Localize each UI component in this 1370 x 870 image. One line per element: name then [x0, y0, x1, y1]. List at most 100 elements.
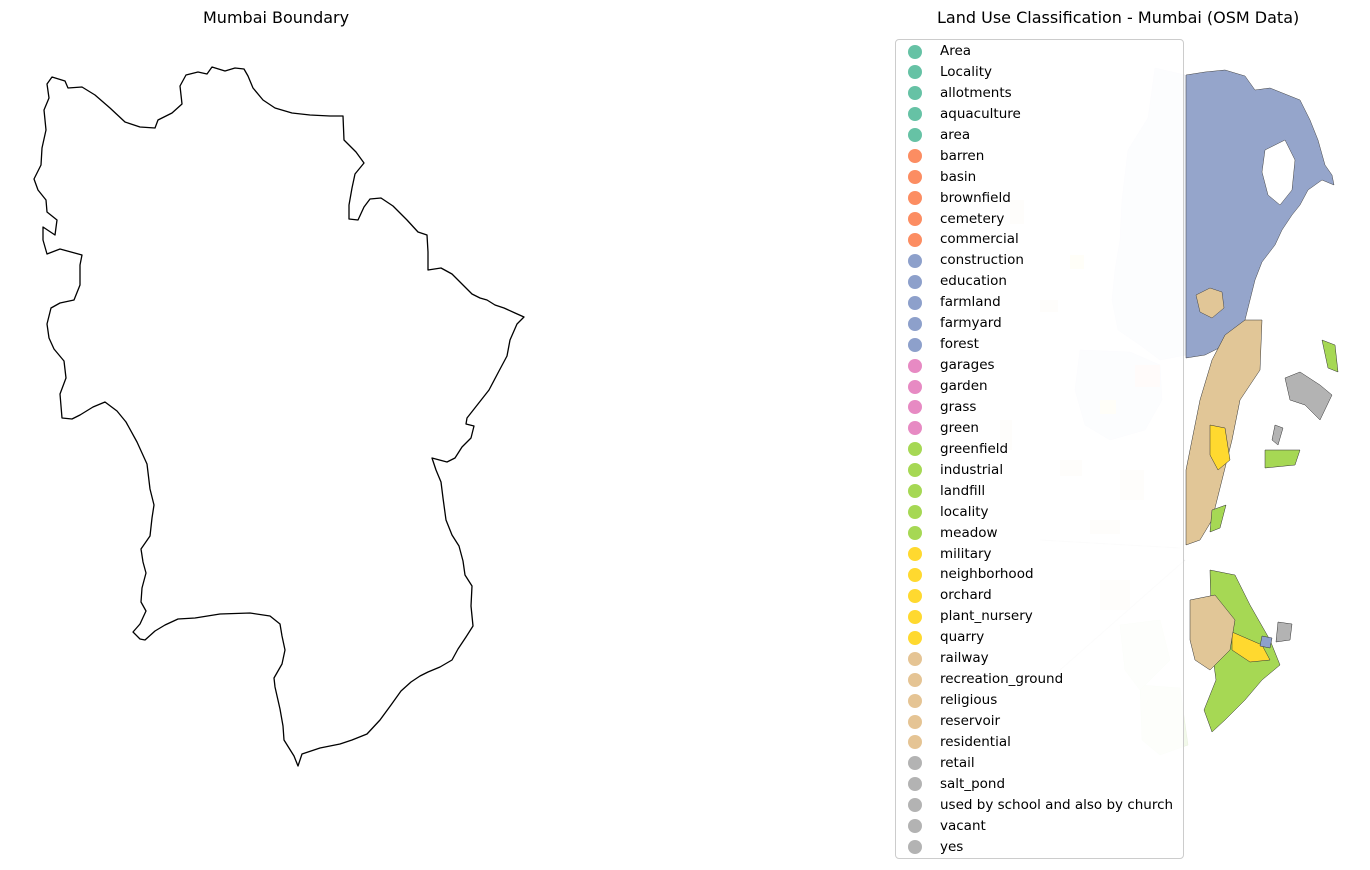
- legend-item: garages: [896, 355, 1183, 376]
- legend-item: aquaculture: [896, 104, 1183, 125]
- legend-color-marker: [908, 547, 922, 561]
- retail-gray-3: [1275, 621, 1293, 643]
- legend-item: Area: [896, 41, 1183, 62]
- dense-land-use-coast: [1185, 319, 1339, 733]
- legend-item: orchard: [896, 585, 1183, 606]
- legend-color-marker: [908, 400, 922, 415]
- legend-item: area: [896, 125, 1183, 146]
- legend-item: basin: [896, 167, 1183, 188]
- legend-item: allotments: [896, 83, 1183, 104]
- legend-item: commercial: [896, 229, 1183, 250]
- legend-label: education: [940, 273, 1007, 290]
- military-yellow-1: [1209, 424, 1231, 471]
- legend-label: farmland: [940, 294, 1001, 311]
- legend-label: basin: [940, 168, 977, 185]
- legend-color-marker: [908, 212, 922, 226]
- legend-color-marker: [908, 630, 922, 645]
- retail-gray-1: [1284, 371, 1333, 421]
- legend-item: industrial: [896, 460, 1183, 481]
- forest-blue-patch: [1259, 635, 1273, 649]
- legend-item: military: [896, 544, 1183, 565]
- legend-label: barren: [940, 147, 985, 164]
- legend-label: cemetery: [940, 210, 1005, 227]
- legend-label: religious: [940, 692, 998, 709]
- water-inner-land: [1261, 139, 1296, 206]
- legend-label: farmyard: [940, 315, 1002, 332]
- legend-item: plant_nursery: [896, 606, 1183, 627]
- legend-label: area: [940, 126, 971, 143]
- legend-item: brownfield: [896, 188, 1183, 209]
- legend-label: used by school and also by church: [940, 796, 1174, 813]
- legend-color-marker: [908, 232, 922, 247]
- legend-label: commercial: [940, 231, 1019, 248]
- legend-item: neighborhood: [896, 564, 1183, 585]
- legend-label: landfill: [940, 482, 986, 499]
- legend-label: orchard: [940, 587, 992, 604]
- legend-item: quarry: [896, 627, 1183, 648]
- legend-color-marker: [908, 484, 922, 499]
- legend-color-marker: [908, 756, 922, 771]
- legend-color-marker: [908, 274, 922, 289]
- legend-color-marker: [908, 44, 922, 59]
- legend-label: neighborhood: [940, 566, 1034, 583]
- legend-color-marker: [908, 128, 922, 143]
- legend-color-marker: [908, 463, 922, 478]
- legend-label: aquaculture: [940, 105, 1021, 122]
- legend-item: construction: [896, 250, 1183, 271]
- legend-color-marker: [908, 421, 922, 436]
- legend-color-marker: [908, 170, 922, 185]
- legend-color-marker: [908, 295, 922, 310]
- legend-color-marker: [908, 672, 922, 687]
- legend-item: locality: [896, 502, 1183, 523]
- legend-item: religious: [896, 690, 1183, 711]
- legend-color-marker: [908, 651, 922, 666]
- legend-label: recreation_ground: [940, 671, 1064, 688]
- legend-color-marker: [908, 65, 922, 80]
- legend-item: meadow: [896, 523, 1183, 544]
- legend-label: retail: [940, 754, 975, 771]
- military-yellow-2: [1231, 631, 1271, 663]
- legend-item: garden: [896, 376, 1183, 397]
- mumbai-boundary-outline: [33, 66, 525, 767]
- legend-color-marker: [908, 107, 922, 122]
- legend-label: greenfield: [940, 440, 1009, 457]
- island-tan: [1195, 287, 1225, 319]
- legend-item: farmyard: [896, 313, 1183, 334]
- left-panel-title: Mumbai Boundary: [203, 8, 350, 27]
- legend-label: meadow: [940, 524, 998, 541]
- legend-color-marker: [908, 588, 922, 603]
- legend-label: locality: [940, 503, 989, 520]
- legend-label: green: [940, 419, 979, 436]
- legend-item: education: [896, 271, 1183, 292]
- legend-color-marker: [908, 567, 922, 582]
- legend-item: greenfield: [896, 439, 1183, 460]
- legend-color-marker: [908, 505, 922, 520]
- legend-label: yes: [940, 838, 964, 855]
- legend-label: military: [940, 545, 992, 562]
- legend-color-marker: [908, 442, 922, 457]
- legend-label: construction: [940, 252, 1024, 269]
- land-use-legend: Area Locality allotments aquaculture area bar…: [895, 39, 1184, 859]
- legend-color-marker: [908, 714, 922, 729]
- legend-item: cemetery: [896, 209, 1183, 230]
- legend-color-marker: [908, 191, 922, 206]
- greenfield-patch: [1209, 504, 1227, 533]
- legend-label: quarry: [940, 629, 985, 646]
- legend-color-marker: [908, 693, 922, 708]
- legend-color-marker: [908, 316, 922, 331]
- legend-item: residential: [896, 732, 1183, 753]
- legend-color-marker: [908, 840, 922, 855]
- legend-color-marker: [908, 735, 922, 750]
- legend-item: Locality: [896, 62, 1183, 83]
- legend-color-marker: [908, 149, 922, 164]
- legend-item: used by school and also by church: [896, 795, 1183, 816]
- legend-item: yes: [896, 837, 1183, 858]
- residential-tan-south: [1189, 594, 1236, 671]
- industrial-green-1: [1264, 449, 1301, 469]
- legend-label: salt_pond: [940, 775, 1006, 792]
- legend-item: landfill: [896, 481, 1183, 502]
- legend-label: industrial: [940, 461, 1004, 478]
- legend-label: allotments: [940, 84, 1012, 101]
- legend-item: recreation_ground: [896, 669, 1183, 690]
